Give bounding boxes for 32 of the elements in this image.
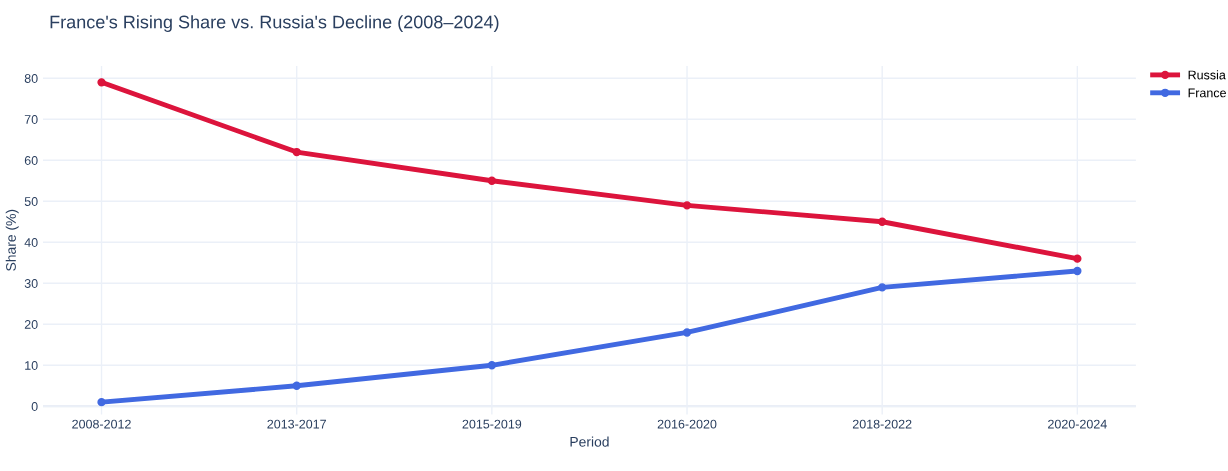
y-tick-label: 30: [24, 279, 38, 288]
y-tick-label: 0: [31, 402, 38, 411]
point: [487, 176, 497, 185]
x-tick-label: 2008-2012: [72, 419, 131, 429]
y-tick-label: 20: [24, 320, 38, 329]
y-axis-title: Share (%): [5, 209, 19, 271]
y-tick-label: 40: [24, 238, 38, 247]
point: [682, 328, 692, 337]
point: [97, 78, 106, 87]
point: [1073, 266, 1082, 276]
x-tick-label: 2016-2020: [657, 419, 717, 429]
x-tick-label: 2013-2017: [267, 419, 326, 429]
x-tick-label: 2015-2019: [462, 419, 522, 429]
legend-label: France: [1188, 88, 1226, 98]
point: [97, 398, 106, 407]
point: [292, 381, 301, 390]
y-tick-label: 60: [24, 156, 38, 165]
x-tick-label: 2018-2022: [852, 419, 912, 429]
point: [878, 283, 887, 292]
y-tick-label: 70: [24, 115, 38, 124]
x-axis-title: Period: [570, 436, 609, 447]
point: [487, 361, 497, 370]
x-tick-label: 2020-2024: [1048, 419, 1107, 429]
point: [292, 147, 301, 157]
y-tick-label: 10: [25, 361, 38, 370]
y-tick-label: 50: [24, 197, 38, 206]
legend-label: Russia: [1188, 70, 1226, 80]
point: [682, 201, 692, 210]
chart-title: France's Rising Share vs. Russia's Decline (2008–2024): [50, 15, 499, 32]
point: [878, 217, 887, 226]
point: [1073, 254, 1082, 263]
y-tick-label: 80: [24, 74, 38, 83]
